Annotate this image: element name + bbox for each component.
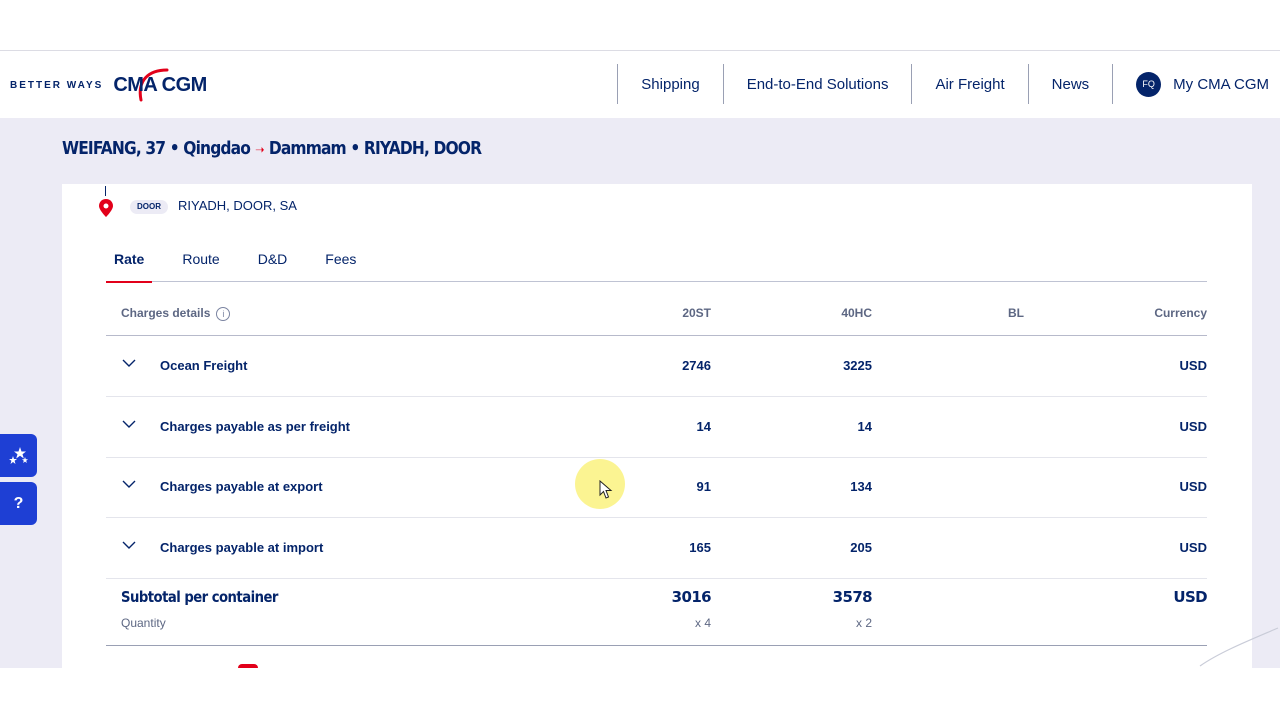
table-header: Charges details i 20ST 40HC BL Currency [106, 292, 1207, 336]
route-arrow-icon: ➝ [255, 143, 264, 158]
row-currency: USD [1179, 358, 1207, 373]
route-destination: Dammam • RIYADH, DOOR [268, 138, 482, 159]
route-line [105, 186, 106, 196]
nav-news[interactable]: News [1027, 64, 1113, 104]
brand-text: CMA CGM [113, 73, 207, 96]
tab-route[interactable]: Route [182, 251, 220, 267]
tab-dd[interactable]: D&D [257, 251, 288, 267]
row-label: Charges payable as per freight [160, 419, 351, 434]
row-20st: 14 [696, 419, 711, 434]
info-icon[interactable]: i [216, 306, 231, 321]
row-label: Ocean Freight [160, 358, 248, 373]
red-accent [238, 664, 258, 668]
header-20st: 20ST [682, 306, 711, 320]
table-row[interactable]: Charges payable at import 165 205 USD [106, 518, 1207, 579]
nav-shipping[interactable]: Shipping [617, 64, 722, 104]
row-40hc: 205 [850, 540, 872, 555]
subtotal-label: Subtotal per container [121, 588, 278, 606]
tab-rate[interactable]: Rate [106, 246, 153, 283]
row-20st: 2746 [682, 358, 711, 373]
door-badge: DOOR [130, 200, 168, 214]
door-place: RIYADH, DOOR, SA [178, 198, 297, 213]
chevron-down-icon[interactable] [122, 540, 136, 550]
logo-brand: CMA CGM [113, 68, 207, 101]
nav-end-to-end-solutions[interactable]: End-to-End Solutions [722, 64, 912, 104]
route-title: WEIFANG, 37 • Qingdao ➝ Dammam • RIYADH, D… [62, 138, 482, 159]
quantity-20st: x 4 [694, 616, 711, 630]
my-account-label: My CMA CGM [1173, 75, 1269, 93]
quote-card: DOOR RIYADH, DOOR, SA Rate Route D&D Fee… [62, 184, 1252, 668]
table-row[interactable]: Charges payable at export 91 134 USD [106, 457, 1207, 518]
location-pin-icon [99, 199, 113, 217]
row-label: Charges payable at export [160, 479, 323, 494]
table-row[interactable]: Ocean Freight 2746 3225 USD [106, 336, 1207, 397]
subtotal-row: Subtotal per container Quantity 3016 x 4… [106, 578, 1208, 646]
favorites-widget[interactable] [0, 434, 37, 477]
row-20st: 91 [696, 479, 711, 494]
chevron-down-icon[interactable] [122, 358, 136, 368]
header-charges-label: Charges details [121, 306, 211, 320]
logo-tagline: BETTER WAYS [10, 79, 104, 91]
header-40hc: 40HC [841, 306, 872, 320]
row-currency: USD [1179, 540, 1207, 555]
row-40hc: 134 [850, 479, 872, 494]
row-currency: USD [1179, 419, 1207, 434]
nav-my-account[interactable]: FQ My CMA CGM [1112, 64, 1280, 104]
row-20st: 165 [689, 540, 711, 555]
help-widget[interactable]: ? [0, 482, 37, 525]
chevron-down-icon[interactable] [122, 479, 136, 489]
tab-fees[interactable]: Fees [325, 251, 357, 267]
avatar: FQ [1136, 71, 1162, 97]
quantity-label: Quantity [121, 616, 166, 630]
row-label: Charges payable at import [160, 540, 324, 555]
subtotal-currency: USD [1173, 588, 1207, 606]
chevron-down-icon[interactable] [122, 419, 136, 429]
quantity-40hc: x 2 [855, 616, 872, 630]
top-strip [0, 0, 1280, 51]
stars-icon [8, 446, 28, 464]
row-currency: USD [1179, 479, 1207, 494]
logo[interactable]: BETTER WAYS CMA CGM [10, 62, 207, 108]
subtotal-20st: 3016 [671, 588, 712, 606]
row-40hc: 3225 [843, 358, 872, 373]
table-row[interactable]: Charges payable as per freight 14 14 USD [106, 397, 1207, 458]
header-charges: Charges details i [121, 306, 231, 321]
mouse-cursor-icon [599, 480, 613, 499]
route-origin: WEIFANG, 37 • Qingdao [62, 138, 251, 159]
decorative-swoosh-icon [1199, 627, 1279, 667]
site-header: BETTER WAYS CMA CGM Shipping End-to-End … [0, 52, 1280, 118]
header-bl: BL [1008, 306, 1024, 320]
nav-air-freight[interactable]: Air Freight [911, 64, 1027, 104]
main-nav: Shipping End-to-End Solutions Air Freigh… [617, 64, 1280, 104]
row-40hc: 14 [857, 419, 872, 434]
tab-bar: Rate Route D&D Fees [106, 246, 1207, 283]
header-currency: Currency [1154, 306, 1207, 320]
logo-swoosh-icon [139, 68, 169, 101]
subtotal-40hc: 3578 [832, 588, 873, 606]
